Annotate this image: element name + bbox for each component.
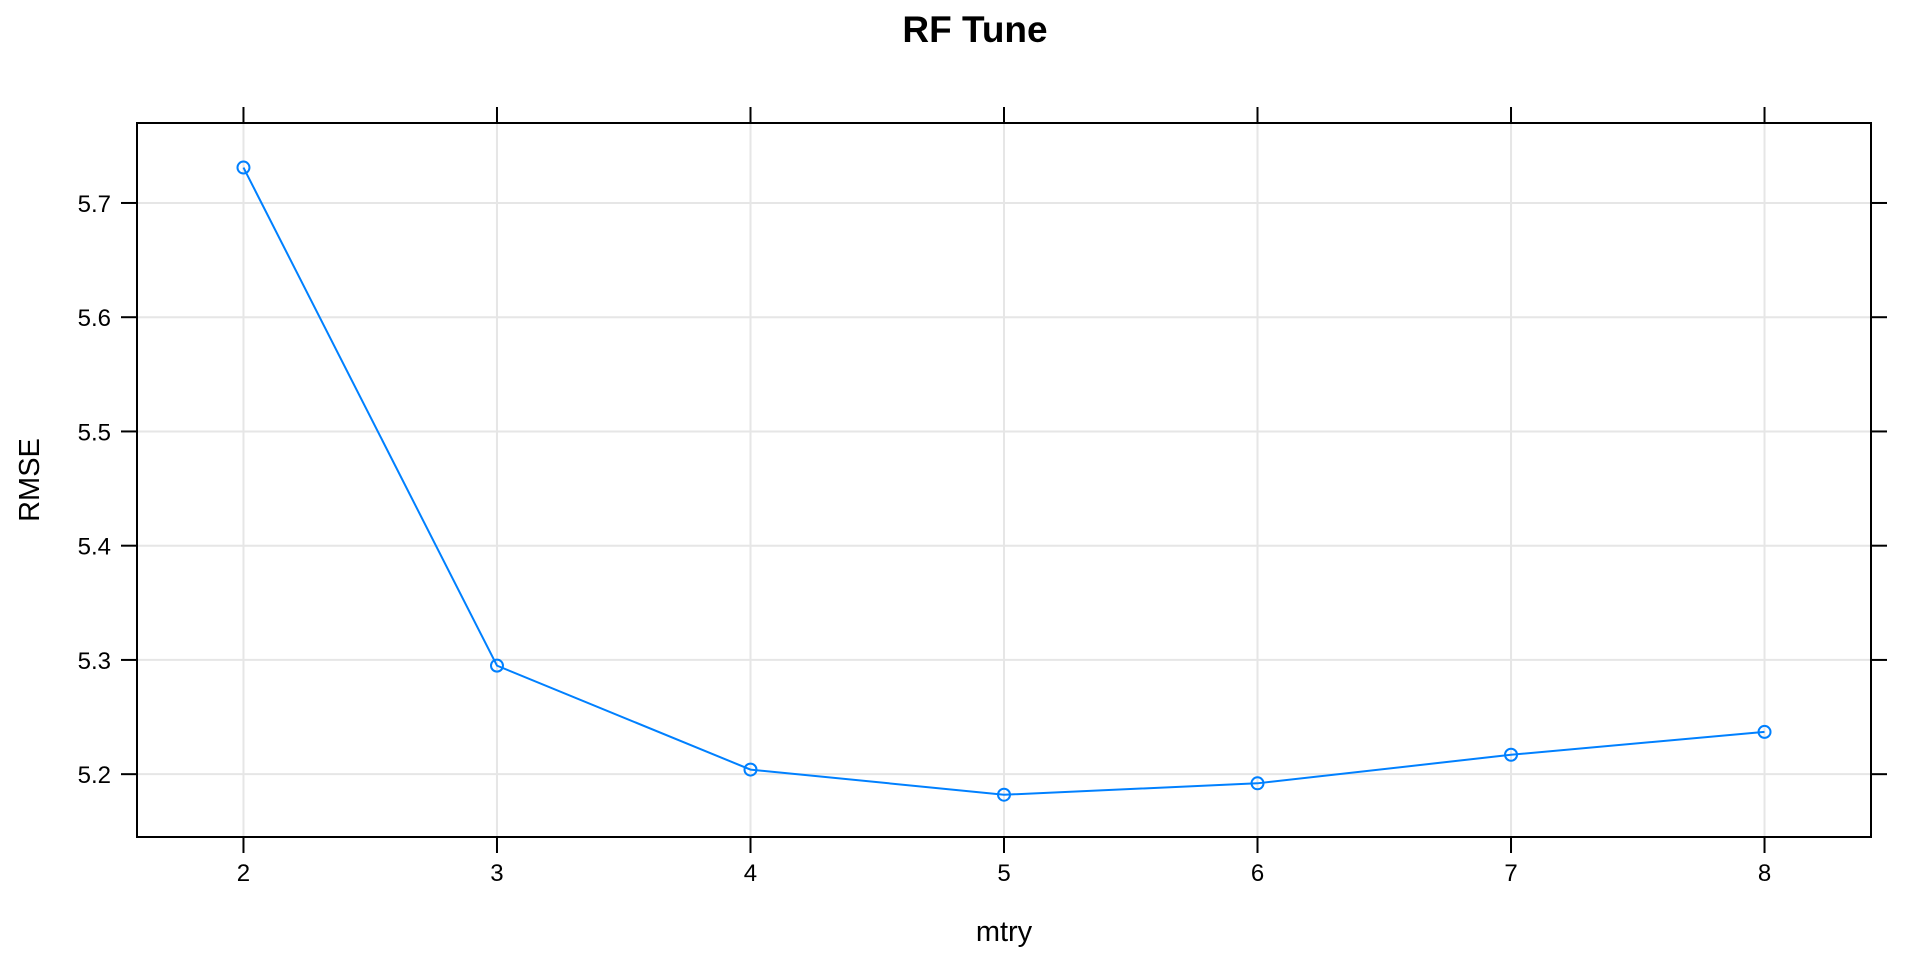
- data-point-mtry-3: [489, 658, 504, 673]
- plot-panel: [136, 122, 1872, 838]
- x-tick-label-3: 3: [490, 860, 503, 887]
- x-tick-label-8: 8: [1758, 860, 1771, 887]
- axis-ticks: [121, 107, 1887, 853]
- x-tick-label-2: 2: [237, 860, 250, 887]
- data-point-mtry-5: [997, 787, 1011, 802]
- y-tick-label-5: 5.7: [78, 191, 111, 218]
- y-tick-label-0: 5.2: [78, 762, 111, 789]
- data-point-mtry-8: [1757, 724, 1772, 739]
- x-axis-label: mtry: [976, 916, 1033, 948]
- x-tick-label-6: 6: [1251, 860, 1264, 887]
- data-point-mtry-4: [743, 762, 758, 777]
- data-point-mtry-7: [1504, 747, 1519, 762]
- axis-tick-labels: 2 3 4 5 6 7 8 5.2 5.3 5.4 5.5 5.6 5.7: [78, 191, 1772, 887]
- x-tick-label-5: 5: [997, 860, 1010, 887]
- data-point-mtry-6: [1250, 776, 1265, 791]
- y-tick-label-2: 5.4: [78, 534, 111, 561]
- x-tick-label-4: 4: [744, 860, 757, 887]
- series-group: [236, 160, 1772, 802]
- gridlines: [137, 123, 1871, 837]
- series-line-0: [242, 167, 1765, 796]
- y-axis-label: RMSE: [14, 438, 46, 522]
- y-tick-label-1: 5.3: [78, 648, 111, 675]
- data-point-mtry-2: [236, 160, 251, 175]
- y-tick-label-3: 5.5: [78, 419, 111, 446]
- chart-title: RF Tune: [902, 9, 1047, 50]
- y-tick-label-4: 5.6: [78, 305, 111, 332]
- x-tick-label-7: 7: [1504, 860, 1517, 887]
